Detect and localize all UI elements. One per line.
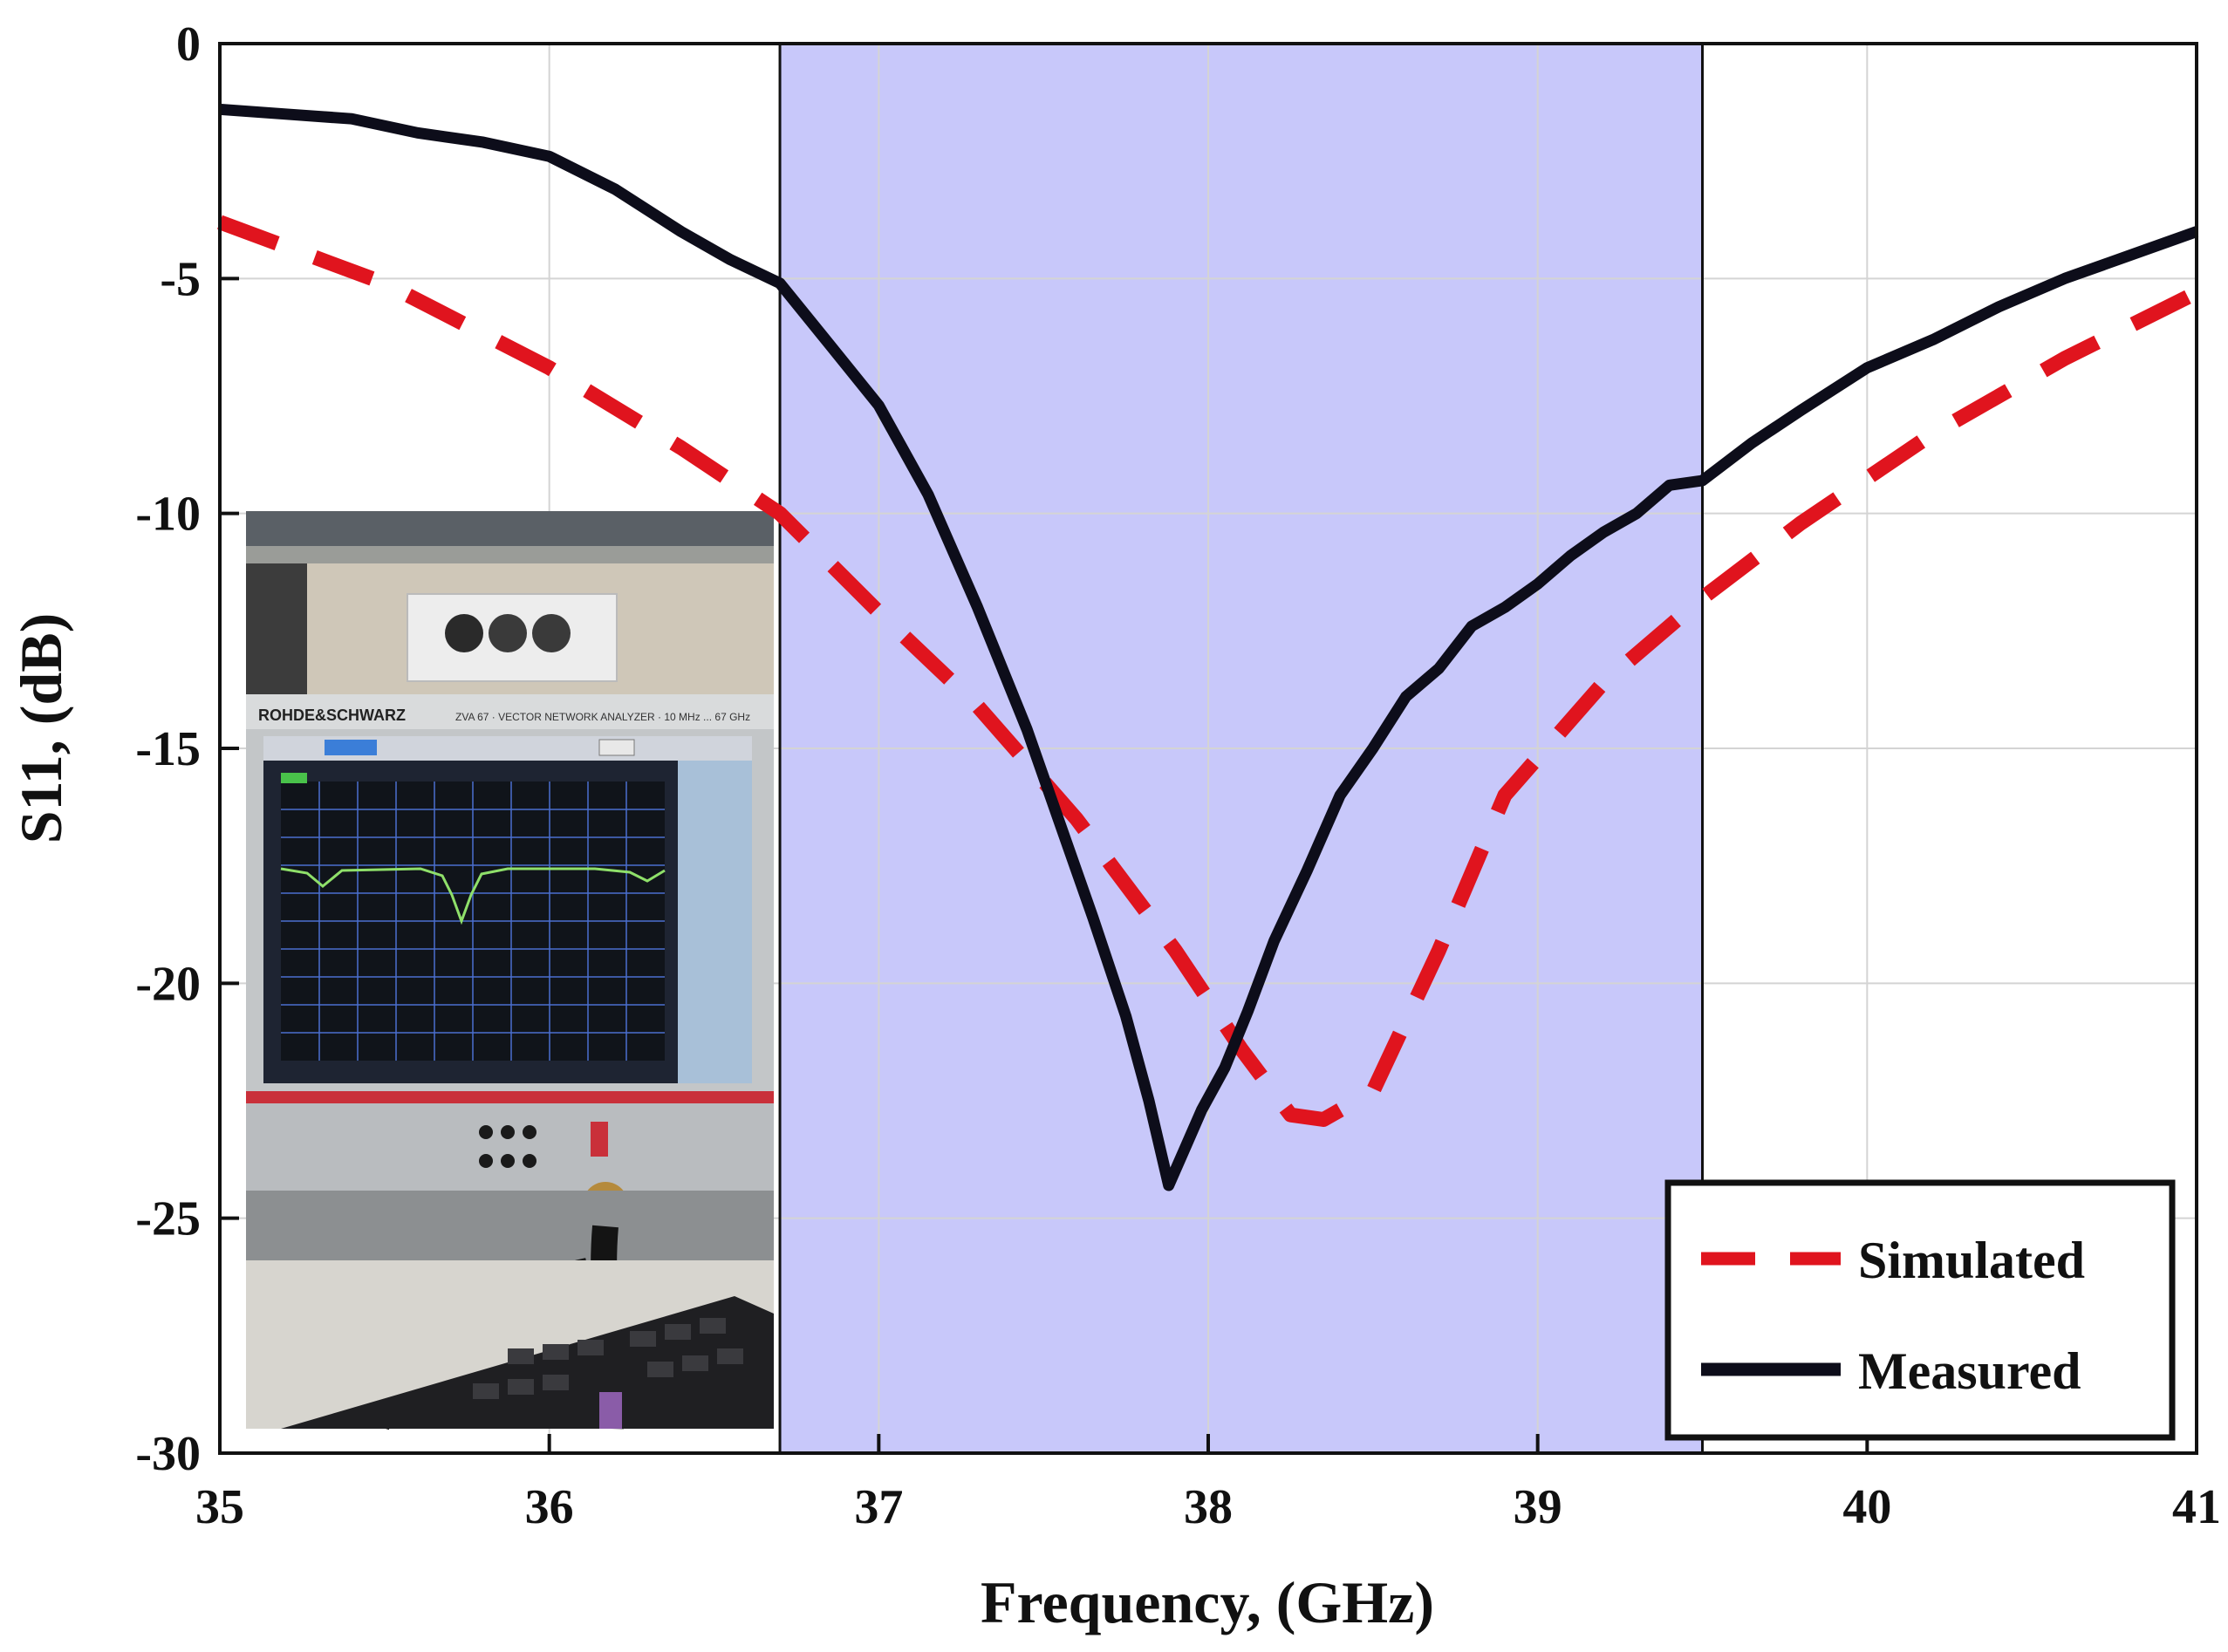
legend-label-measured: Measured <box>1858 1342 2081 1400</box>
x-tick-label: 40 <box>1842 1480 1891 1534</box>
y-tick-label: -5 <box>160 252 201 306</box>
y-tick-label: -20 <box>135 957 201 1011</box>
legend-box <box>1664 1179 2176 1441</box>
x-tick-label: 38 <box>1184 1480 1233 1534</box>
x-tick-label: 36 <box>525 1480 574 1534</box>
x-tick-label: 37 <box>854 1480 903 1534</box>
x-tick-label: 41 <box>2172 1480 2221 1534</box>
y-tick-label: -30 <box>135 1427 201 1481</box>
x-tick-label: 35 <box>195 1480 244 1534</box>
series-line-simulated <box>217 215 2200 1127</box>
legend: Simulated Measured <box>1664 1179 2176 1441</box>
legend-label-simulated: Simulated <box>1858 1232 2085 1289</box>
y-tick-label: 0 <box>176 17 201 72</box>
y-axis-label: S11, (dB) <box>8 613 74 844</box>
inset-photo: ROHDE&SCHWARZ ZVA 67 · VECTOR NETWORK AN… <box>246 511 774 1430</box>
inset-brand-text: ROHDE&SCHWARZ <box>258 707 406 724</box>
x-axis-label: Frequency, (GHz) <box>981 1569 1434 1635</box>
ticks-layer: 35 36 37 38 39 40 41 0 -5 -10 -15 -20 -25 -30 <box>135 17 2221 1534</box>
series-line-measured <box>219 103 2199 1191</box>
y-tick-label: -10 <box>135 488 201 542</box>
y-tick-label: -15 <box>135 722 201 776</box>
x-tick-label: 39 <box>1514 1480 1562 1534</box>
inset-model-text: ZVA 67 · VECTOR NETWORK ANALYZER · 10 MH… <box>455 711 750 723</box>
y-tick-label: -25 <box>135 1192 201 1246</box>
series-layer <box>217 103 2200 1191</box>
